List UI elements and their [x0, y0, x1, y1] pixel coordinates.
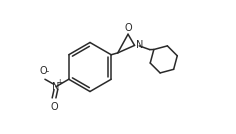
Text: O: O	[50, 102, 58, 112]
Text: +: +	[56, 78, 63, 87]
Text: N: N	[136, 40, 143, 50]
Text: O: O	[39, 66, 47, 76]
Text: -: -	[45, 67, 49, 76]
Text: N: N	[52, 82, 60, 92]
Text: O: O	[124, 23, 132, 33]
